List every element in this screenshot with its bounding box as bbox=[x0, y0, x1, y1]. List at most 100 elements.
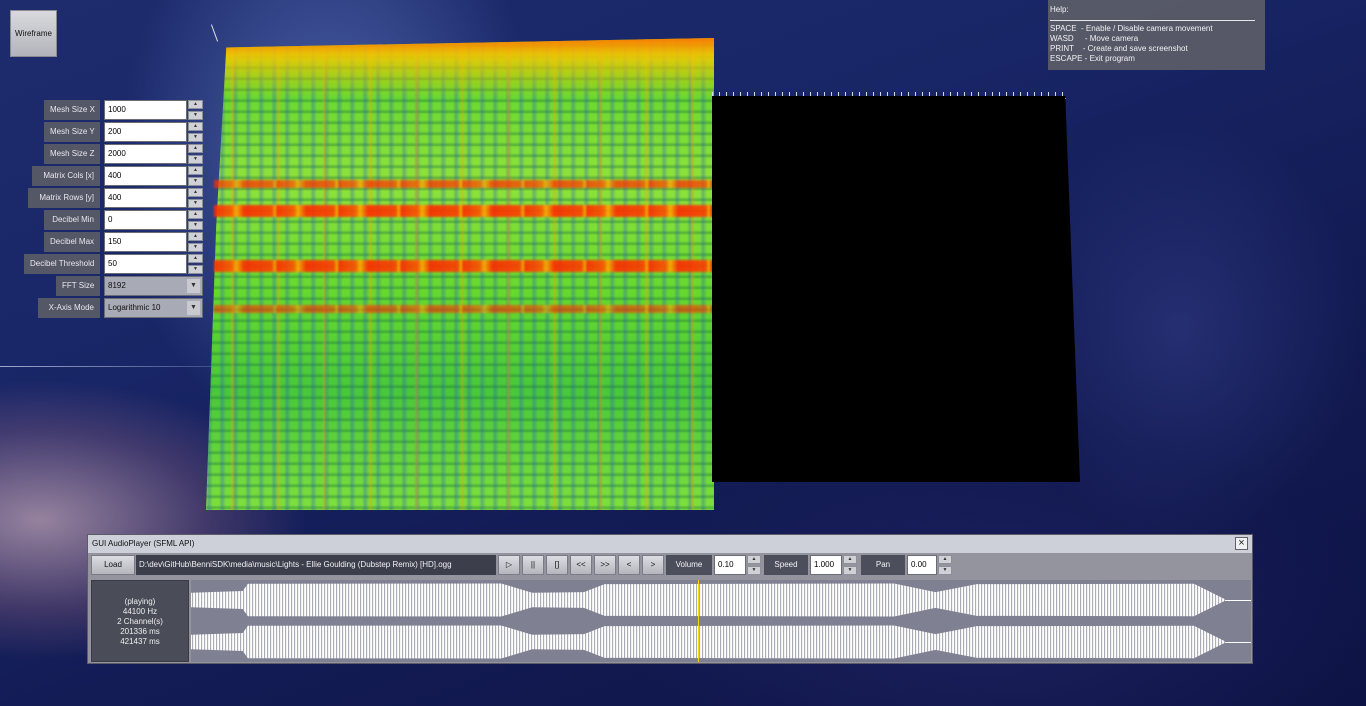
matrix-cols-stepper[interactable]: ▲ ▼ bbox=[188, 166, 203, 186]
axis-corner-marker bbox=[210, 24, 219, 42]
chevron-up-icon[interactable]: ▲ bbox=[188, 188, 203, 197]
chevron-down-icon[interactable]: ▼ bbox=[188, 111, 203, 120]
chevron-down-icon[interactable]: ▼ bbox=[187, 301, 200, 315]
setting-label: Decibel Threshold bbox=[24, 254, 100, 274]
chevron-up-icon[interactable]: ▲ bbox=[188, 232, 203, 241]
playback-status: (playing) bbox=[124, 597, 156, 606]
chevron-down-icon[interactable]: ▼ bbox=[188, 155, 203, 164]
volume-input[interactable]: 0.10 bbox=[714, 555, 746, 575]
x-axis-mode-select[interactable]: Logarithmic 10 ▼ bbox=[104, 298, 203, 318]
sample-rate: 44100 Hz bbox=[122, 607, 158, 616]
fft-size-select[interactable]: 8192 ▼ bbox=[104, 276, 203, 296]
setting-label: Matrix Cols [x] bbox=[32, 166, 100, 186]
spectrum-peak-band bbox=[214, 305, 714, 313]
divider bbox=[1050, 20, 1255, 21]
waveform-channel-left bbox=[191, 583, 1225, 617]
chevron-down-icon[interactable]: ▼ bbox=[843, 566, 857, 575]
waveform-display[interactable] bbox=[191, 580, 1251, 662]
setting-label: Mesh Size Z bbox=[44, 144, 100, 164]
chevron-down-icon[interactable]: ▼ bbox=[188, 133, 203, 142]
decibel-max-input[interactable]: 150 bbox=[104, 232, 187, 252]
current-position: 201336 ms bbox=[120, 627, 160, 636]
chevron-up-icon[interactable]: ▲ bbox=[188, 254, 203, 263]
setting-label: Decibel Max bbox=[44, 232, 100, 252]
mesh-size-x-input[interactable]: 1000 bbox=[104, 100, 187, 120]
chevron-up-icon[interactable]: ▲ bbox=[188, 166, 203, 175]
setting-fft-size: FFT Size 8192 ▼ bbox=[0, 276, 205, 296]
stop-button[interactable]: [] bbox=[546, 555, 568, 575]
decibel-min-input[interactable]: 0 bbox=[104, 210, 187, 230]
chevron-down-icon[interactable]: ▼ bbox=[188, 177, 203, 186]
setting-label: Matrix Rows [y] bbox=[28, 188, 100, 208]
audio-player-window: GUI AudioPlayer (SFML API) × Load D:\dev… bbox=[87, 534, 1253, 664]
mesh-size-z-stepper[interactable]: ▲ ▼ bbox=[188, 144, 203, 164]
mesh-size-y-stepper[interactable]: ▲ ▼ bbox=[188, 122, 203, 142]
spectrum-peak-band bbox=[214, 205, 714, 217]
help-panel: Help: SPACE - Enable / Disable camera mo… bbox=[1048, 0, 1265, 70]
mesh-size-z-input[interactable]: 2000 bbox=[104, 144, 187, 164]
setting-x-axis-mode: X-Axis Mode Logarithmic 10 ▼ bbox=[0, 298, 205, 318]
setting-matrix-cols: Matrix Cols [x] 400 ▲ ▼ bbox=[0, 166, 205, 186]
matrix-cols-input[interactable]: 400 bbox=[104, 166, 187, 186]
chevron-up-icon[interactable]: ▲ bbox=[188, 210, 203, 219]
channel-count: 2 Channel(s) bbox=[117, 617, 163, 626]
decibel-min-stepper[interactable]: ▲ ▼ bbox=[188, 210, 203, 230]
chevron-down-icon[interactable]: ▼ bbox=[188, 243, 203, 252]
help-line: WASD - Move camera bbox=[1050, 34, 1139, 43]
next-button[interactable]: > bbox=[642, 555, 664, 575]
decibel-max-stepper[interactable]: ▲ ▼ bbox=[188, 232, 203, 252]
playhead-marker[interactable] bbox=[698, 580, 699, 662]
chevron-down-icon[interactable]: ▼ bbox=[188, 221, 203, 230]
wireframe-button[interactable]: Wireframe bbox=[10, 10, 57, 57]
help-line: SPACE - Enable / Disable camera movement bbox=[1050, 24, 1213, 33]
chevron-down-icon[interactable]: ▼ bbox=[188, 199, 203, 208]
pan-input[interactable]: 0.00 bbox=[907, 555, 937, 575]
pan-stepper[interactable]: ▲ ▼ bbox=[938, 555, 952, 575]
decibel-threshold-input[interactable]: 50 bbox=[104, 254, 187, 274]
chevron-up-icon[interactable]: ▲ bbox=[938, 555, 952, 564]
spectrum-peak-band bbox=[214, 180, 714, 188]
horizon-line bbox=[0, 366, 220, 367]
matrix-rows-input[interactable]: 400 bbox=[104, 188, 187, 208]
setting-label: Mesh Size X bbox=[44, 100, 100, 120]
help-line: PRINT - Create and save screenshot bbox=[1050, 44, 1188, 53]
window-title: GUI AudioPlayer (SFML API) bbox=[88, 535, 1252, 553]
chevron-down-icon[interactable]: ▼ bbox=[187, 279, 200, 293]
volume-label: Volume bbox=[666, 555, 712, 575]
speed-stepper[interactable]: ▲ ▼ bbox=[843, 555, 857, 575]
chevron-up-icon[interactable]: ▲ bbox=[843, 555, 857, 564]
waveform-baseline bbox=[1225, 642, 1251, 643]
spectrogram-mesh bbox=[206, 38, 714, 510]
close-button[interactable]: × bbox=[1235, 537, 1248, 550]
play-button[interactable]: ▷ bbox=[498, 555, 520, 575]
chevron-up-icon[interactable]: ▲ bbox=[188, 122, 203, 131]
load-button[interactable]: Load bbox=[91, 555, 135, 575]
previous-button[interactable]: < bbox=[618, 555, 640, 575]
speed-input[interactable]: 1.000 bbox=[810, 555, 842, 575]
black-backplane bbox=[712, 96, 1080, 482]
rewind-button[interactable]: << bbox=[570, 555, 592, 575]
setting-mesh-size-x: Mesh Size X 1000 ▲ ▼ bbox=[0, 100, 205, 120]
setting-label: Decibel Min bbox=[44, 210, 100, 230]
waveform-channel-right bbox=[191, 625, 1225, 659]
chevron-up-icon[interactable]: ▲ bbox=[188, 100, 203, 109]
track-info: (playing) 44100 Hz 2 Channel(s) 201336 m… bbox=[91, 580, 189, 662]
mesh-size-x-stepper[interactable]: ▲ ▼ bbox=[188, 100, 203, 120]
track-duration: 421437 ms bbox=[120, 637, 160, 646]
chevron-down-icon[interactable]: ▼ bbox=[747, 566, 761, 575]
player-control-bar: Load D:\dev\GitHub\BenniSDK\media\music\… bbox=[88, 554, 1252, 576]
chevron-up-icon[interactable]: ▲ bbox=[188, 144, 203, 153]
pause-button[interactable]: || bbox=[522, 555, 544, 575]
matrix-rows-stepper[interactable]: ▲ ▼ bbox=[188, 188, 203, 208]
volume-stepper[interactable]: ▲ ▼ bbox=[747, 555, 761, 575]
help-title: Help: bbox=[1050, 5, 1069, 14]
fft-size-value: 8192 bbox=[108, 281, 126, 290]
decibel-threshold-stepper[interactable]: ▲ ▼ bbox=[188, 254, 203, 274]
file-path-field[interactable]: D:\dev\GitHub\BenniSDK\media\music\Light… bbox=[136, 555, 496, 575]
chevron-up-icon[interactable]: ▲ bbox=[747, 555, 761, 564]
chevron-down-icon[interactable]: ▼ bbox=[188, 265, 203, 274]
chevron-down-icon[interactable]: ▼ bbox=[938, 566, 952, 575]
mesh-size-y-input[interactable]: 200 bbox=[104, 122, 187, 142]
setting-matrix-rows: Matrix Rows [y] 400 ▲ ▼ bbox=[0, 188, 205, 208]
fast-forward-button[interactable]: >> bbox=[594, 555, 616, 575]
